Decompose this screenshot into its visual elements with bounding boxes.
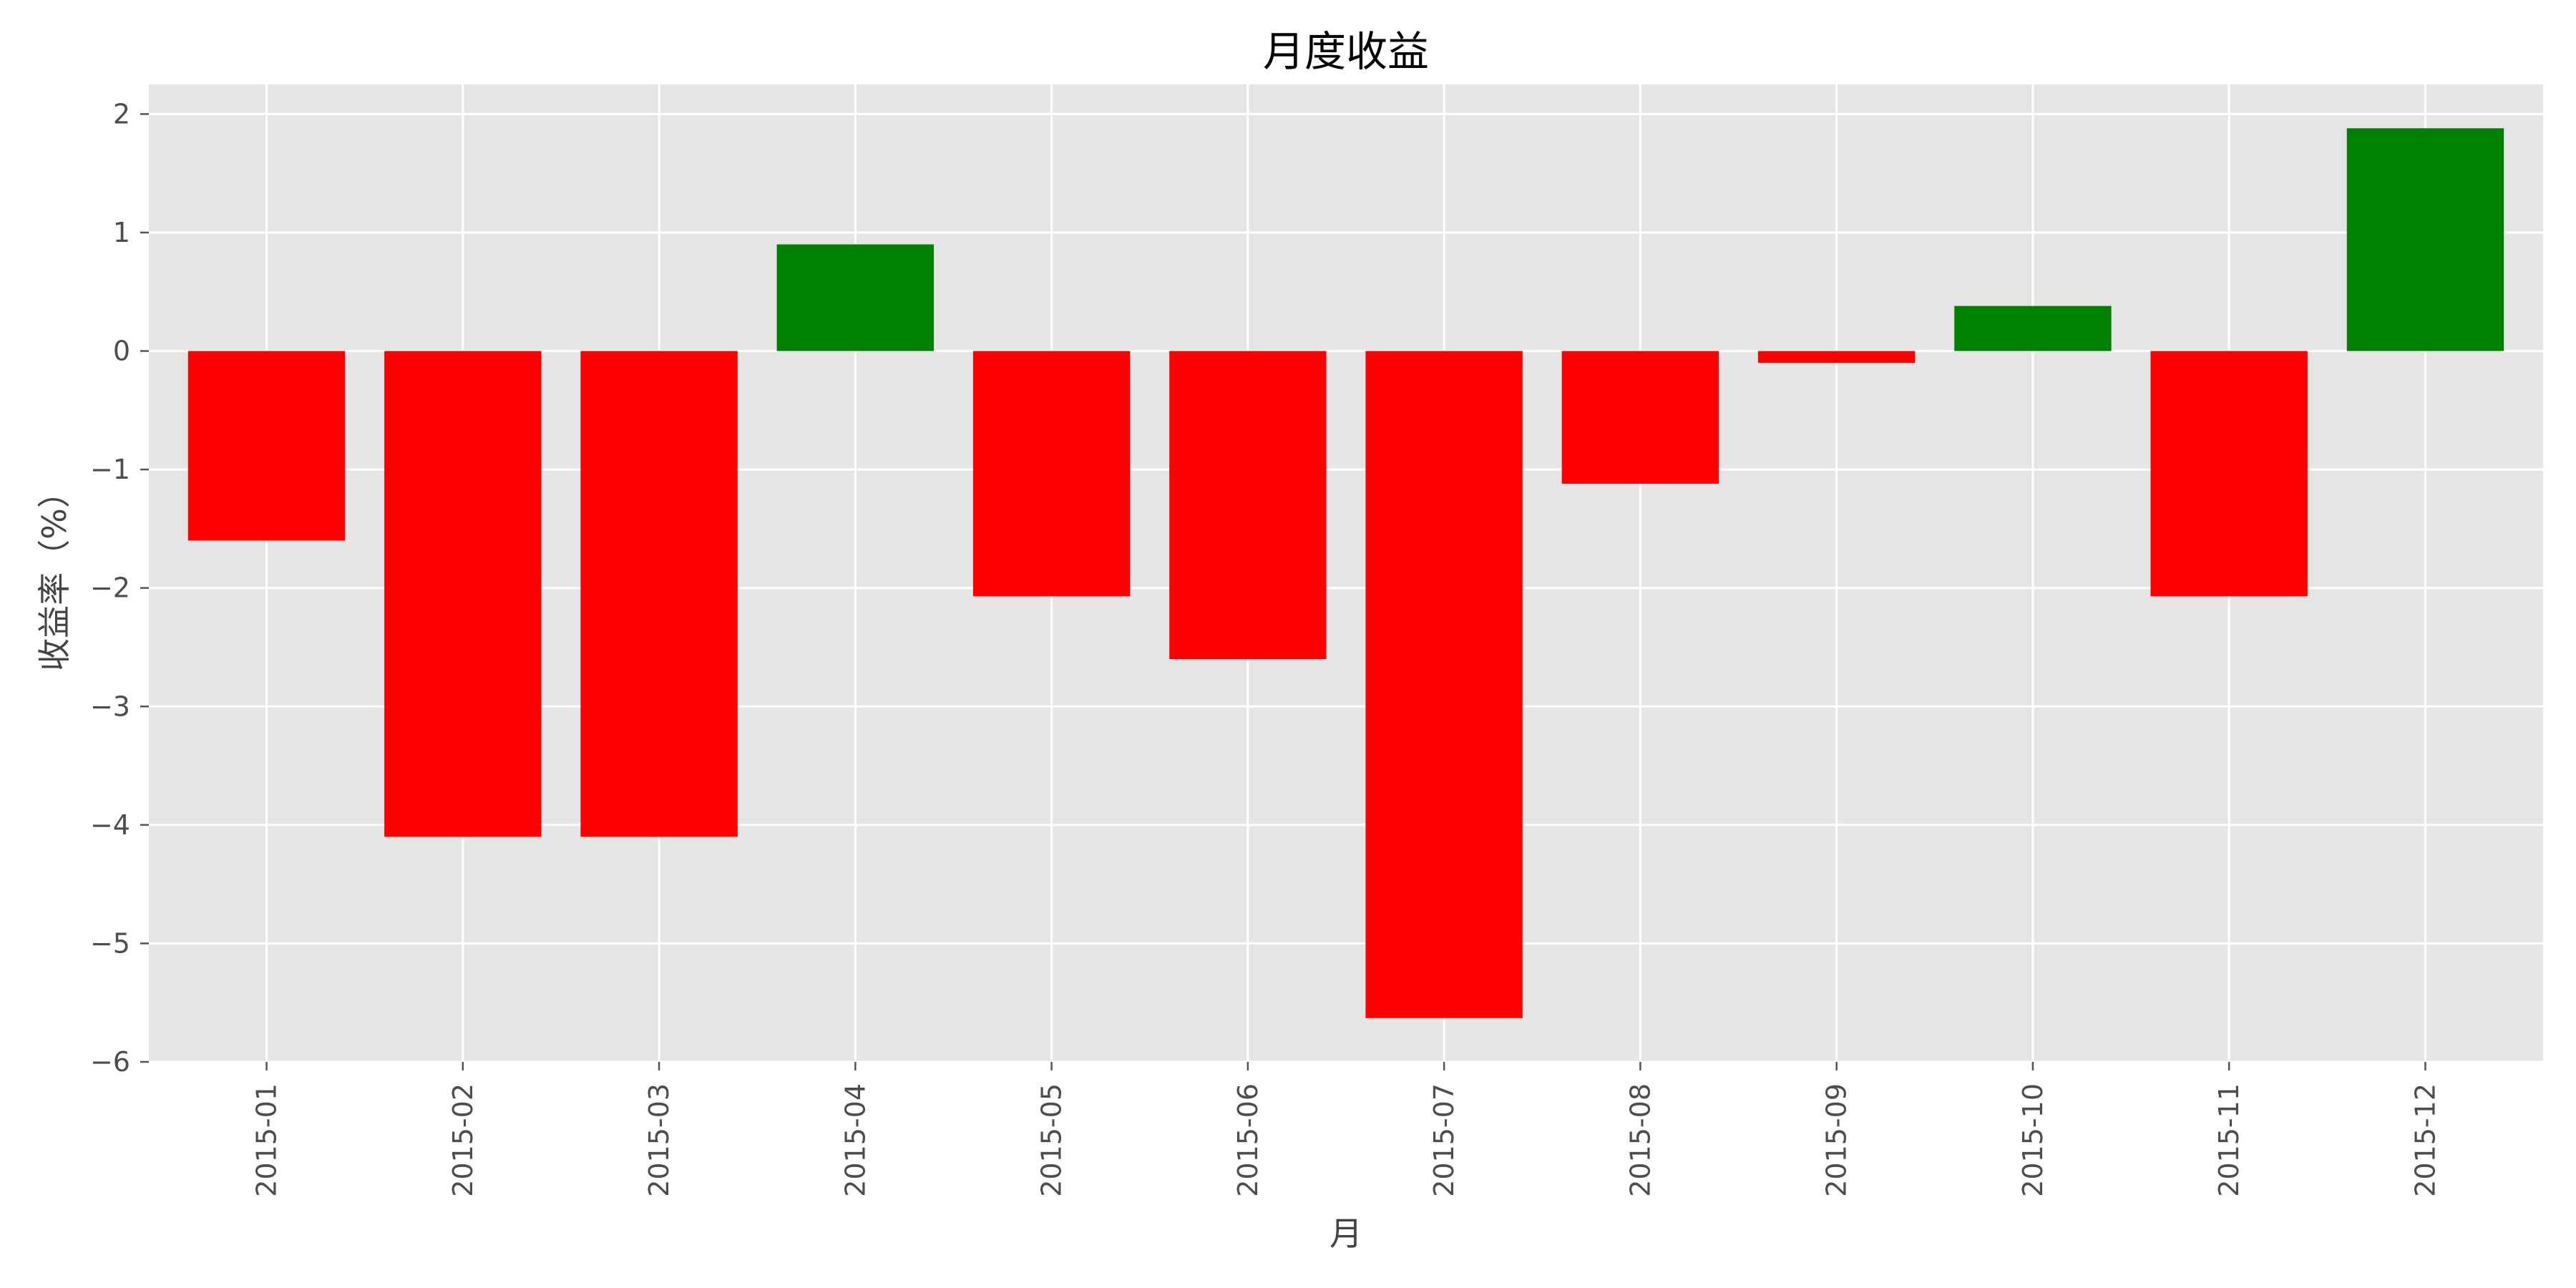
x-tick-label: 2015-12: [2409, 1083, 2441, 1197]
x-tick-label: 2015-09: [1821, 1083, 1853, 1197]
x-tick-label: 2015-08: [1624, 1083, 1656, 1197]
bar: [187, 351, 346, 541]
x-tick-label: 2015-11: [2213, 1083, 2245, 1197]
y-tick-label: 1: [113, 217, 130, 248]
y-tick-label: −2: [90, 572, 130, 604]
bar: [972, 351, 1131, 597]
x-tick-label: 2015-10: [2017, 1083, 2049, 1197]
bar: [2150, 351, 2308, 597]
bar: [384, 351, 542, 837]
bar: [1365, 351, 1523, 1018]
y-tick-label: −4: [90, 809, 130, 841]
bars: [187, 128, 2504, 1018]
plot-area: [149, 84, 2543, 1062]
x-axis-label: 月: [1330, 1214, 1362, 1253]
x-tick-label: 2015-07: [1428, 1083, 1460, 1197]
y-gridlines: [149, 112, 2543, 1063]
x-tick-label: 2015-01: [251, 1083, 283, 1197]
chart-title: 月度收益: [1263, 27, 1429, 76]
y-tick-label: −5: [90, 927, 130, 959]
bar: [1561, 351, 1719, 484]
y-axis-ticks: 2 1 0 −1 −2 −3 −4 −5 −6: [90, 98, 149, 1078]
bar: [776, 244, 935, 351]
bar: [1169, 351, 1327, 660]
y-tick-label: −1: [90, 454, 130, 485]
bar: [1954, 306, 2112, 351]
bar: [580, 351, 738, 837]
x-tick-label: 2015-03: [643, 1083, 675, 1197]
y-tick-label: −3: [90, 691, 130, 722]
bar: [2346, 128, 2504, 351]
x-axis-ticks: 2015-01 2015-02 2015-03 2015-04 2015-05 2015-…: [251, 1062, 2441, 1197]
y-tick-label: 2: [113, 98, 130, 130]
bar: [1757, 351, 1916, 364]
y-tick-label: −6: [90, 1046, 130, 1078]
x-tick-label: 2015-05: [1036, 1083, 1068, 1197]
y-tick-label: 0: [113, 336, 130, 367]
x-tick-label: 2015-04: [839, 1083, 871, 1197]
y-axis-label: 收益率（%）: [35, 475, 74, 671]
x-tick-label: 2015-02: [447, 1083, 479, 1197]
x-tick-label: 2015-06: [1232, 1083, 1264, 1197]
